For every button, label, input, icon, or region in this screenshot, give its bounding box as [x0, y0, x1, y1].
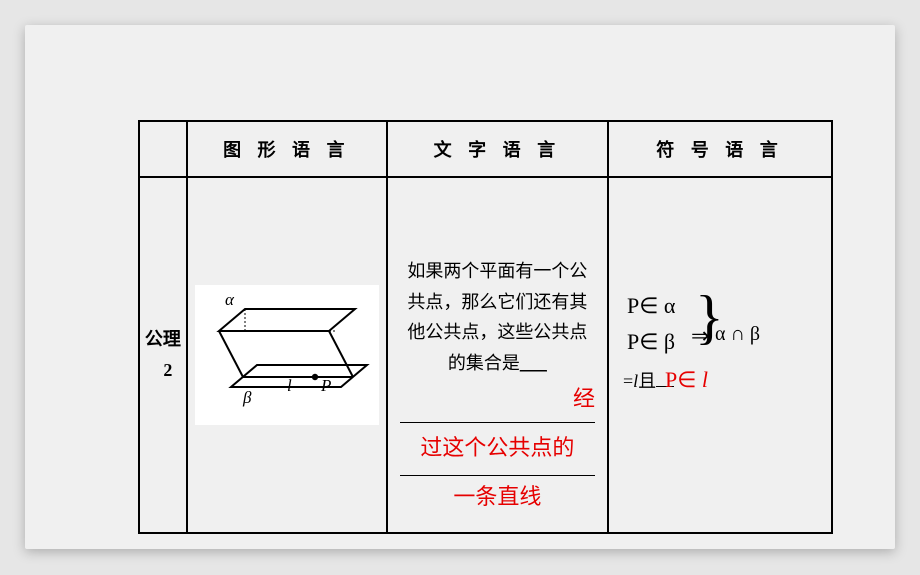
plane-alpha-top — [219, 309, 355, 331]
row-label-text: 公理 — [140, 324, 186, 355]
header-figure: 图 形 语 言 — [187, 121, 387, 177]
sym-implies: ⇒ — [691, 323, 709, 349]
answer-line3: 一条直线 — [453, 484, 541, 509]
row-label: 公理 2 — [139, 177, 187, 533]
text-cell: 如果两个平面有一个公共点，那么它们还有其他公共点，这些公共点的集合是___ 经 … — [387, 177, 608, 533]
sym-line2: P∈ β — [627, 329, 675, 355]
sym-eq: = — [623, 371, 633, 391]
planes-figure: α β l P — [195, 285, 379, 425]
slide: 图 形 语 言 文 字 语 言 符 号 语 言 公理 2 — [25, 25, 895, 549]
header-blank — [139, 121, 187, 177]
header-text: 文 字 语 言 — [387, 121, 608, 177]
sym-line1: P∈ α — [627, 293, 675, 319]
row-label-num: 2 — [140, 355, 186, 386]
symbol-wrap: P∈ α P∈ β } ⇒ α ∩ β =l且 P∈ l — [609, 195, 831, 515]
point-P-dot — [312, 374, 318, 380]
alpha-right-edge — [329, 331, 353, 377]
figure-cell: α β l P — [187, 177, 387, 533]
sym-red-l: l — [702, 367, 708, 392]
answer-block: 经 过这个公共点的 一条直线 — [400, 378, 595, 517]
text-body: 如果两个平面有一个公共点，那么它们还有其他公共点，这些公共点的集合是 — [407, 261, 587, 373]
table-row: 公理 2 α — [139, 177, 832, 533]
symbol-cell: P∈ α P∈ β } ⇒ α ∩ β =l且 P∈ l — [608, 177, 832, 533]
label-l: l — [287, 376, 292, 395]
sym-red-answer: P∈ l — [665, 367, 708, 393]
rule-1 — [400, 422, 595, 423]
table-header-row: 图 形 语 言 文 字 语 言 符 号 语 言 — [139, 121, 832, 177]
sym-red-P: P∈ — [665, 367, 702, 392]
figure-wrap: α β l P — [195, 285, 379, 425]
blank-underline: ___ — [520, 353, 547, 373]
answer-tail: 经 — [573, 386, 595, 411]
label-P: P — [320, 376, 331, 395]
sym-and: 且 — [638, 371, 656, 391]
answer-line2: 过这个公共点的 — [420, 435, 574, 460]
axiom-table: 图 形 语 言 文 字 语 言 符 号 语 言 公理 2 — [138, 120, 833, 534]
alpha-left-edge — [219, 331, 243, 377]
header-symbol: 符 号 语 言 — [608, 121, 832, 177]
text-paragraph: 如果两个平面有一个公共点，那么它们还有其他公共点，这些公共点的集合是___ — [400, 194, 595, 378]
sym-rhs: α ∩ β — [715, 323, 760, 346]
label-beta: β — [242, 388, 252, 407]
label-alpha: α — [225, 290, 235, 309]
